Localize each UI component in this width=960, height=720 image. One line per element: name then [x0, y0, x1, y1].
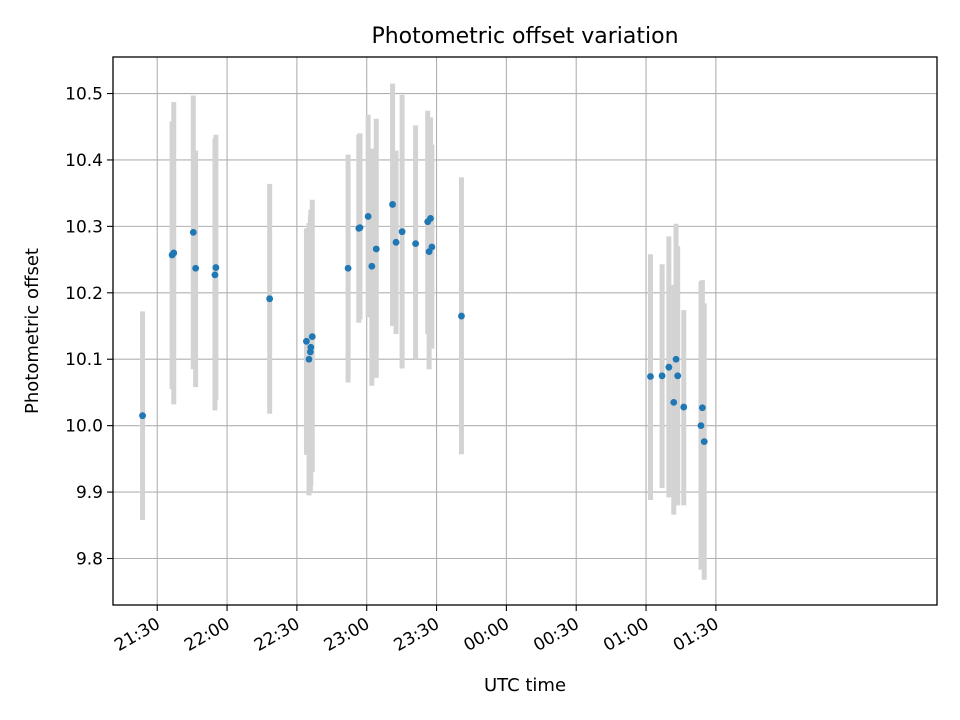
data-point — [458, 312, 465, 320]
y-tick-label: 9.8 — [76, 550, 103, 570]
y-tick-label: 9.9 — [76, 483, 103, 503]
y-tick-label: 10.1 — [65, 350, 103, 370]
data-point — [139, 412, 146, 420]
y-tick-label: 10.0 — [65, 417, 103, 437]
data-point — [647, 373, 654, 380]
data-point — [266, 295, 274, 303]
y-tick-label: 10.3 — [65, 217, 103, 237]
chart-title: Photometric offset variation — [371, 24, 678, 49]
data-point — [672, 355, 680, 363]
data-point — [398, 228, 406, 236]
data-point — [427, 215, 434, 222]
data-point — [211, 271, 219, 279]
y-tick-label: 10.4 — [65, 151, 103, 171]
data-point — [392, 238, 400, 246]
data-point — [680, 403, 688, 411]
data-point — [344, 264, 352, 272]
data-point — [697, 422, 705, 430]
y-axis: 9.8 9.9 10.0 10.1 10.2 10.3 10.4 10.5 — [65, 85, 113, 570]
data-point — [658, 372, 666, 380]
data-point — [189, 228, 197, 236]
data-point — [303, 337, 310, 345]
data-point — [308, 333, 316, 341]
x-axis-label: UTC time — [484, 675, 566, 696]
data-point — [307, 343, 315, 351]
data-point — [305, 355, 313, 363]
y-tick-label: 10.2 — [65, 284, 103, 304]
data-point — [674, 372, 682, 380]
data-point — [428, 243, 436, 251]
data-point — [368, 262, 376, 270]
data-point — [412, 240, 419, 248]
data-point — [698, 404, 706, 412]
plot-frame — [112, 56, 938, 606]
data-point — [389, 201, 396, 208]
data-point — [170, 249, 178, 257]
data-point — [356, 224, 364, 232]
grid — [113, 57, 937, 605]
data-point — [212, 264, 220, 271]
data-point — [372, 245, 380, 253]
data-point — [364, 213, 372, 220]
data-point — [700, 438, 708, 445]
data-point — [192, 264, 200, 272]
data-point — [670, 399, 678, 406]
data-points — [139, 201, 708, 445]
data-point — [665, 363, 673, 371]
y-axis-label: Photometric offset — [22, 248, 43, 414]
y-tick-label: 10.5 — [65, 85, 103, 105]
